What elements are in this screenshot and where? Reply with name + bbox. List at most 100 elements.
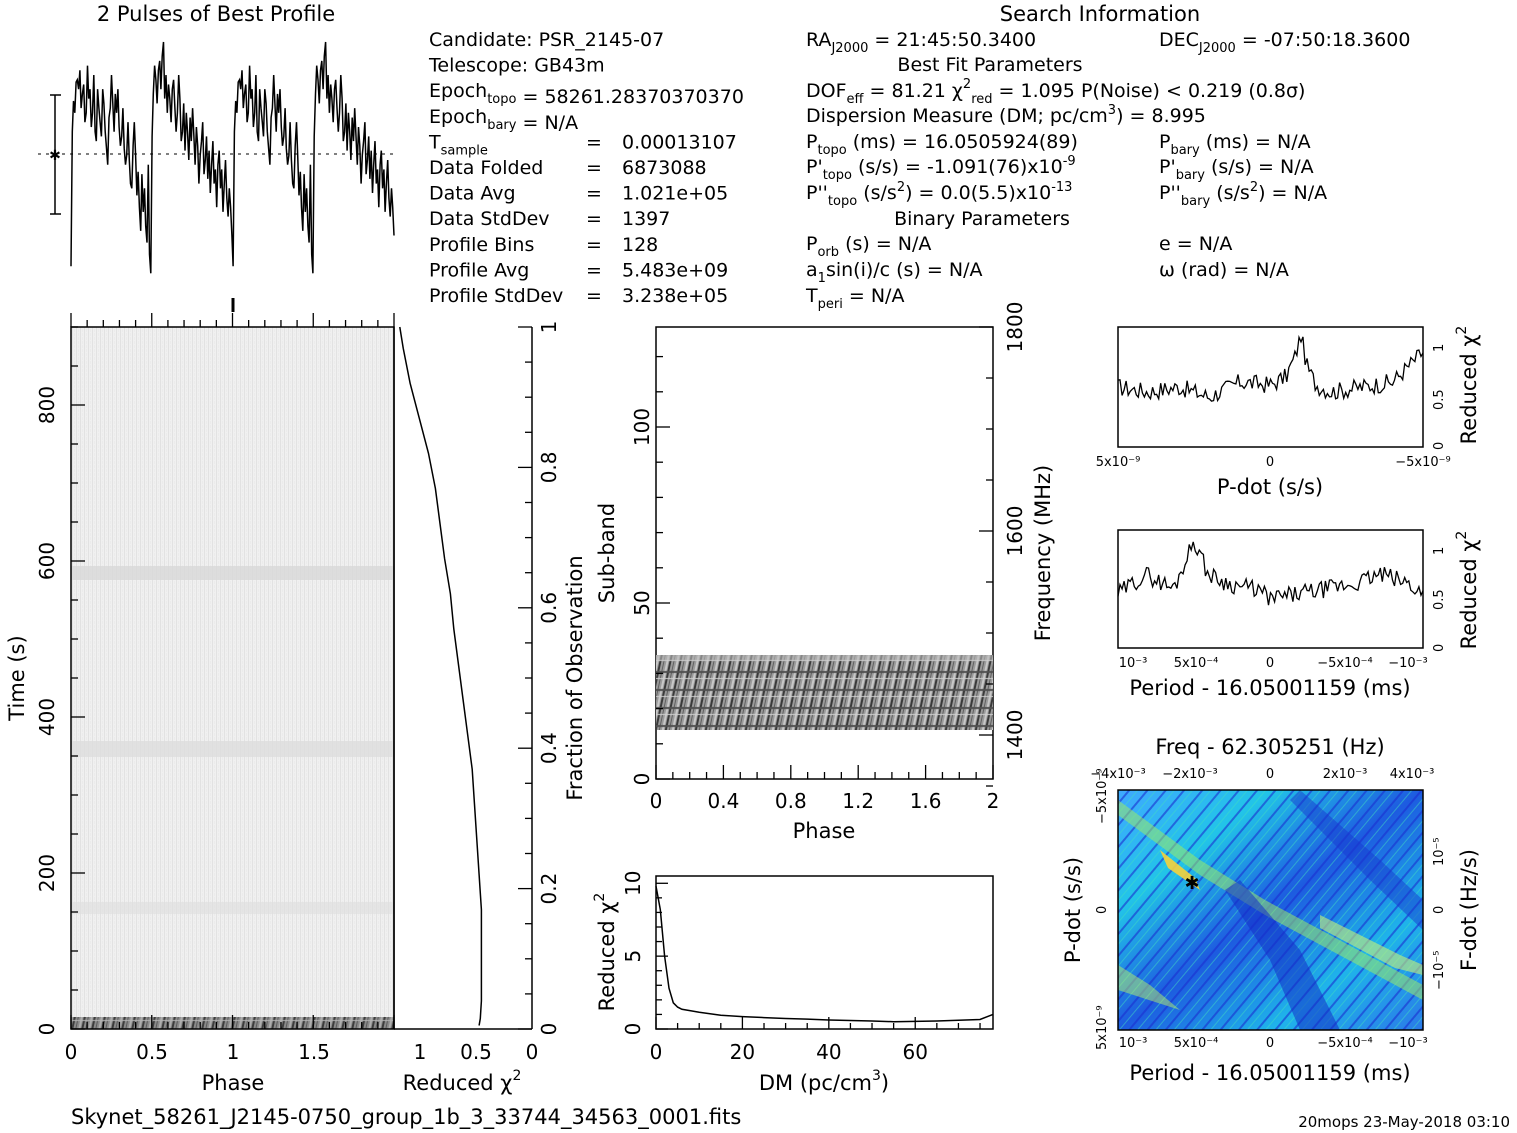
best-fit-marker: ✱ — [1184, 873, 1199, 894]
svg-text:1: 1 — [1432, 547, 1447, 555]
dm-chi2-tick-label: 10 — [621, 871, 645, 896]
period-chi2-axis-label: Reduced χ2 — [1454, 531, 1481, 650]
svg-text:a1sin(i)/c (s) = N/A: a1sin(i)/c (s) = N/A — [806, 259, 983, 286]
candidate-row-label: Candidate: PSR_2145-07 — [429, 29, 664, 51]
svg-text:10⁻³: 10⁻³ — [1119, 1036, 1148, 1051]
svg-text:0: 0 — [1266, 455, 1274, 470]
svg-text:5x10⁻⁹: 5x10⁻⁹ — [1095, 1005, 1110, 1050]
svg-text:0: 0 — [1095, 906, 1110, 914]
svg-text:=: = — [586, 285, 602, 307]
candidate-row-label: Profile Avg — [429, 259, 529, 281]
svg-text:−5x10⁻⁴: −5x10⁻⁴ — [1317, 1036, 1372, 1051]
svg-text:−10⁻³: −10⁻³ — [1388, 1036, 1428, 1051]
svg-text:Pbary (ms) = N/A: Pbary (ms) = N/A — [1159, 131, 1311, 158]
dm-tick-label: 20 — [730, 1040, 755, 1064]
subband-phase-tick: 1.2 — [842, 789, 874, 813]
profile-title: 2 Pulses of Best Profile — [97, 2, 335, 26]
candidate-row-label: Epochbary = N/A — [429, 106, 578, 134]
svg-text:−5x10⁻⁹: −5x10⁻⁹ — [1095, 769, 1110, 824]
svg-text:0: 0 — [1266, 656, 1274, 671]
subband-phase-tick: 2 — [987, 789, 1000, 813]
binary-title: Binary Parameters — [894, 208, 1070, 230]
candidate-row-label: Data Folded — [429, 157, 543, 179]
tick-chi2-1: 1 — [414, 1040, 427, 1064]
tick-chi2-0: 0 — [526, 1040, 539, 1064]
search-title: Search Information — [1000, 2, 1200, 26]
tick-phase-1.5: 1.5 — [298, 1040, 330, 1064]
freq-axis-label: Freq - 62.305251 (Hz) — [1155, 735, 1384, 759]
svg-text:ω (rad) = N/A: ω (rad) = N/A — [1159, 259, 1289, 281]
fraction-axis-label: Fraction of Observation — [563, 555, 587, 800]
subband-tick-label: 100 — [630, 408, 654, 446]
fraction-tick-label: 0 — [537, 1023, 561, 1036]
subband-panel — [655, 326, 994, 787]
dec-value: -07:50:18.3600 — [1264, 29, 1411, 51]
subband-phase-tick: 0 — [650, 789, 663, 813]
svg-text:0: 0 — [1432, 442, 1447, 450]
frequency-tick-label: 1400 — [1003, 710, 1027, 761]
svg-text:=: = — [586, 208, 602, 230]
time-tick-label: 200 — [35, 854, 59, 892]
tick-phase-0.5: 0.5 — [136, 1040, 168, 1064]
dm-chi2-tick-label: 0 — [621, 1023, 645, 1036]
pdot-chi2-panel — [1117, 326, 1424, 448]
svg-text:5x10⁻⁹: 5x10⁻⁹ — [1096, 455, 1141, 470]
fraction-tick-label: 1 — [537, 321, 561, 334]
fraction-tick-label: 0.8 — [537, 451, 561, 483]
svg-text:✱: ✱ — [49, 148, 61, 164]
candidate-row-value: 0.00013107 — [622, 131, 737, 153]
svg-text:=: = — [586, 234, 602, 256]
period-chi2-panel — [1117, 529, 1424, 649]
svg-text:5x10⁻⁴: 5x10⁻⁴ — [1174, 1036, 1219, 1051]
svg-text:1: 1 — [1432, 344, 1447, 352]
svg-text:5x10⁻⁴: 5x10⁻⁴ — [1174, 656, 1219, 671]
subband-tick-label: 50 — [630, 590, 654, 615]
subband-phase-tick: 1.6 — [910, 789, 942, 813]
dm-axis-label: DM (pc/cm3) — [759, 1068, 889, 1095]
chi2-time-curve — [399, 326, 483, 1026]
svg-text:P''topo (s/s2) = 0.0(5.5)x10-1: P''topo (s/s2) = 0.0(5.5)x10-13 — [806, 180, 1072, 209]
ppdot-period-label: Period - 16.05001159 (ms) — [1129, 1061, 1410, 1085]
subband-phase-label: Phase — [793, 819, 856, 843]
subband-tick-labels: 0 50 100 1400 1600 1800 0 0.4 0.8 1.2 1.6 2 — [630, 302, 1027, 813]
profile-panel: ✱ — [38, 41, 396, 312]
dm-chi2-tick-label: 5 — [621, 950, 645, 963]
phase-axis-label: Phase — [202, 1071, 265, 1095]
svg-text:10⁻³: 10⁻³ — [1119, 656, 1148, 671]
svg-text:P'bary (s/s) = N/A: P'bary (s/s) = N/A — [1159, 156, 1314, 183]
time-tick-labels: 0 200 400 600 800 — [35, 386, 59, 1035]
search-info: RAJ2000 = 21:45:50.3400 DECJ2000 = -07:5… — [805, 29, 1410, 312]
candidate-row-label: Profile Bins — [429, 234, 534, 256]
fraction-tick-label: 0.4 — [537, 732, 561, 764]
pdot-axis-label: P-dot (s/s) — [1217, 475, 1323, 499]
candidate-info: Candidate: PSR_2145-07 Telescope: GB43m Ep… — [428, 29, 744, 307]
svg-text:−2x10⁻³: −2x10⁻³ — [1162, 767, 1217, 782]
svg-text:Porb (s) = N/A: Porb (s) = N/A — [806, 233, 931, 260]
svg-text:0.5: 0.5 — [1432, 389, 1447, 410]
chi2-time-panel — [393, 326, 533, 1030]
svg-text:e = N/A: e = N/A — [1159, 233, 1232, 255]
frequency-tick-label: 1600 — [1003, 506, 1027, 557]
time-tick-label: 600 — [35, 542, 59, 580]
fraction-tick-label: 0.6 — [537, 592, 561, 624]
frequency-axis-label: Frequency (MHz) — [1031, 465, 1055, 641]
profile-curve — [70, 41, 395, 274]
svg-text:−5x10⁻⁹: −5x10⁻⁹ — [1395, 455, 1450, 470]
fdot-axis-label: F-dot (Hz/s) — [1457, 849, 1481, 971]
candidate-row-value: 128 — [622, 234, 658, 256]
frequency-tick-label: 1800 — [1003, 302, 1027, 353]
tick-phase-0: 0 — [65, 1040, 78, 1064]
candidate-row-value: 5.483e+09 — [622, 259, 728, 281]
time-tick-label: 800 — [35, 386, 59, 424]
svg-text:−10⁻⁵: −10⁻⁵ — [1432, 950, 1447, 990]
svg-text:0: 0 — [1432, 906, 1447, 914]
dm-tick-label: 0 — [650, 1040, 663, 1064]
subband-axis-label: Sub-band — [595, 503, 619, 603]
period-chi2-curve — [1117, 541, 1424, 606]
candidate-row-label: Profile StdDev — [429, 285, 563, 307]
ppdot-plane: ✱ — [1117, 789, 1424, 1031]
candidate-row-value: 6873088 — [622, 157, 707, 179]
subband-tick-label: 0 — [630, 773, 654, 786]
filename: Skynet_58261_J2145-0750_group_1b_3_33744… — [71, 1105, 741, 1130]
tick-phase-1: 1 — [227, 1040, 240, 1064]
